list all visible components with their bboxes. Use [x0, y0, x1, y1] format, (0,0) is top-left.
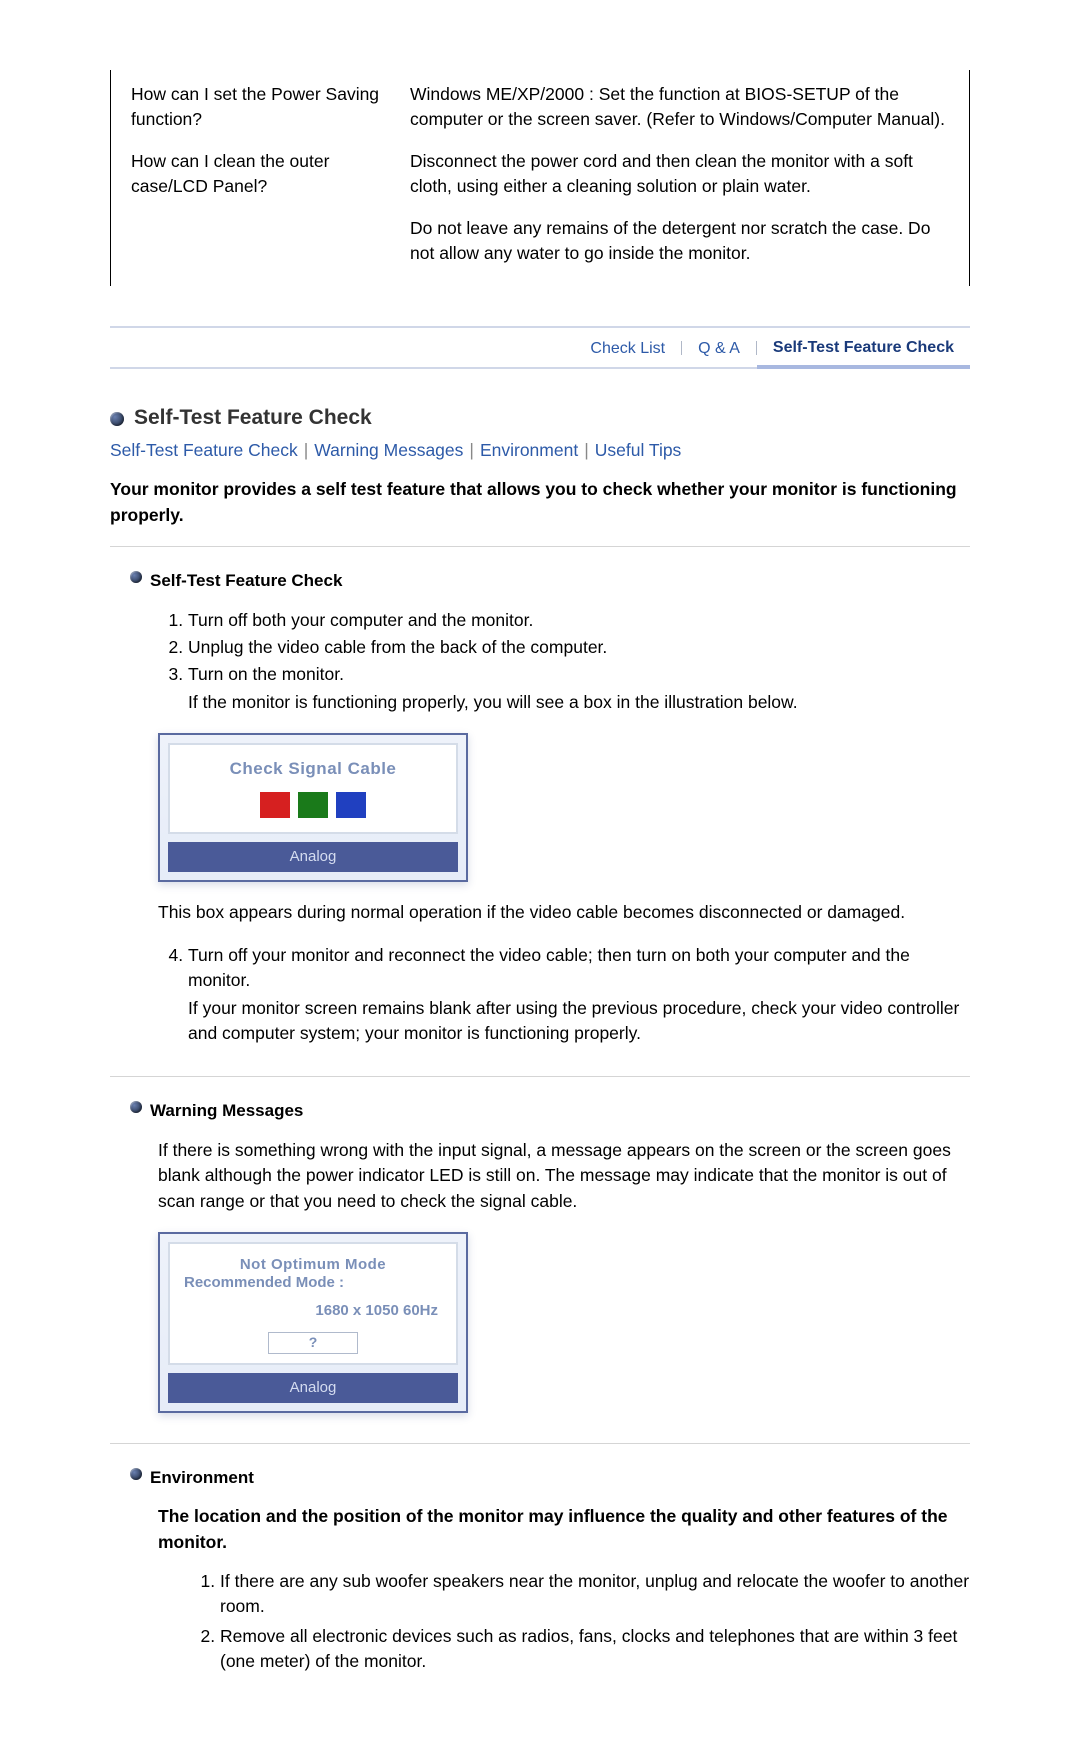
- bullet-icon: [130, 571, 142, 583]
- bullet-icon: [130, 1468, 142, 1480]
- tab-q-and-a[interactable]: Q & A: [682, 329, 756, 366]
- anchor-self-test[interactable]: Self-Test Feature Check: [110, 440, 298, 460]
- environment-list: If there are any sub woofer speakers nea…: [206, 1569, 970, 1675]
- section-heading-warning: Warning Messages: [150, 1099, 303, 1124]
- qa-question: How can I clean the outer case/LCD Panel…: [131, 149, 396, 267]
- color-squares: [180, 792, 446, 818]
- section-heading-self-test: Self-Test Feature Check: [150, 569, 342, 594]
- qa-row: How can I clean the outer case/LCD Panel…: [131, 149, 949, 267]
- list-item: Remove all electronic devices such as ra…: [220, 1624, 970, 1675]
- anchor-separator: |: [578, 440, 595, 460]
- qa-answer-text: Windows ME/XP/2000 : Set the function at…: [410, 82, 949, 133]
- display-box: Check Signal Cable Analog: [158, 733, 468, 881]
- section-heading-row: Self-Test Feature Check: [130, 569, 970, 594]
- page-title: Self-Test Feature Check: [134, 403, 372, 433]
- list-item-text: Turn off your monitor and reconnect the …: [188, 943, 970, 994]
- qa-answer-text: Do not leave any remains of the detergen…: [410, 216, 949, 267]
- section-heading-row: Warning Messages: [130, 1099, 970, 1124]
- tab-check-list[interactable]: Check List: [574, 329, 681, 366]
- list-item: Turn off both your computer and the moni…: [188, 608, 970, 633]
- anchor-useful-tips[interactable]: Useful Tips: [595, 440, 682, 460]
- qa-row: How can I set the Power Saving function?…: [131, 82, 949, 133]
- bullet-icon: [110, 412, 124, 426]
- display-box-mode: 1680 x 1050 60Hz: [180, 1300, 446, 1322]
- intro-text: Your monitor provides a self test featur…: [110, 477, 970, 528]
- anchor-warning-messages[interactable]: Warning Messages: [314, 440, 463, 460]
- list-item-subtext: If your monitor screen remains blank aft…: [188, 996, 970, 1047]
- list-item: If there are any sub woofer speakers nea…: [220, 1569, 970, 1620]
- display-box-title: Check Signal Cable: [180, 757, 446, 782]
- qa-answer-text: Disconnect the power cord and then clean…: [410, 149, 949, 200]
- qa-table: How can I set the Power Saving function?…: [110, 70, 970, 286]
- environment-intro: The location and the position of the mon…: [158, 1504, 970, 1555]
- list-item-text: If there are any sub woofer speakers nea…: [220, 1571, 969, 1616]
- not-optimum-illustration: Not Optimum Mode Recommended Mode : 1680…: [158, 1232, 970, 1412]
- list-item: Unplug the video cable from the back of …: [188, 635, 970, 660]
- divider: [110, 1076, 970, 1077]
- section-heading-environment: Environment: [150, 1466, 254, 1491]
- anchor-separator: |: [463, 440, 480, 460]
- divider: [110, 546, 970, 547]
- list-item-text: Unplug the video cable from the back of …: [188, 635, 970, 660]
- signal-cable-illustration: Check Signal Cable Analog: [158, 733, 970, 881]
- qa-question: How can I set the Power Saving function?: [131, 82, 396, 133]
- anchor-separator: |: [298, 440, 315, 460]
- display-box-bottom-label: Analog: [168, 1373, 458, 1403]
- color-square-red: [260, 792, 290, 818]
- list-item-subtext: If the monitor is functioning properly, …: [188, 690, 970, 715]
- list-item-text: Turn on the monitor.: [188, 662, 970, 687]
- bullet-icon: [130, 1101, 142, 1113]
- qa-answer: Disconnect the power cord and then clean…: [410, 149, 949, 267]
- list-item: Turn on the monitor. If the monitor is f…: [188, 662, 970, 715]
- after-box-note: This box appears during normal operation…: [158, 900, 970, 925]
- main-heading-row: Self-Test Feature Check: [110, 403, 970, 433]
- color-square-blue: [336, 792, 366, 818]
- section-heading-row: Environment: [130, 1466, 970, 1491]
- warning-paragraph: If there is something wrong with the inp…: [158, 1138, 970, 1214]
- list-item-text: Remove all electronic devices such as ra…: [220, 1626, 957, 1671]
- anchor-environment[interactable]: Environment: [480, 440, 578, 460]
- tab-bar: Check List Q & A Self-Test Feature Check: [110, 326, 970, 369]
- question-mark-icon: ?: [268, 1332, 358, 1354]
- self-test-steps: Turn off both your computer and the moni…: [174, 608, 970, 716]
- list-item-text: Turn off both your computer and the moni…: [188, 608, 970, 633]
- tab-self-test-feature-check[interactable]: Self-Test Feature Check: [757, 328, 970, 369]
- qa-answer: Windows ME/XP/2000 : Set the function at…: [410, 82, 949, 133]
- divider: [110, 1443, 970, 1444]
- display-box: Not Optimum Mode Recommended Mode : 1680…: [158, 1232, 468, 1412]
- list-item: Turn off your monitor and reconnect the …: [188, 943, 970, 1047]
- self-test-steps-continued: Turn off your monitor and reconnect the …: [174, 943, 970, 1047]
- display-box-line2: Recommended Mode :: [180, 1272, 446, 1294]
- anchor-links: Self-Test Feature Check|Warning Messages…: [110, 438, 970, 463]
- color-square-green: [298, 792, 328, 818]
- display-box-bottom-label: Analog: [168, 842, 458, 872]
